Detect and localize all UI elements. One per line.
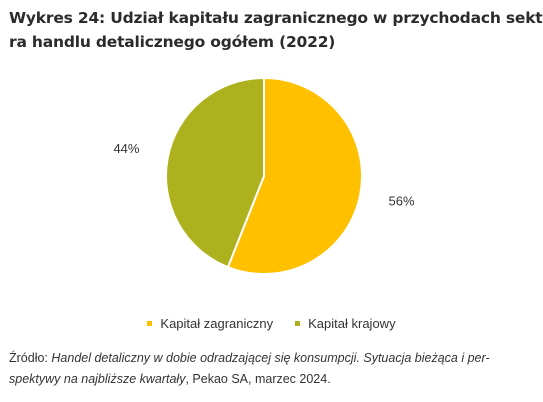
legend-label-domestic: Kapitał krajowy [308, 316, 396, 331]
pie-slice-domestic [165, 76, 265, 269]
legend-swatch-foreign [147, 321, 153, 326]
source-title-part-2: spektywy na najbliższe kwartały [9, 372, 186, 386]
chart-title-line-2: ra handlu detalicznego ogółem (2022) [9, 33, 336, 51]
pie-slice-foreign [226, 76, 363, 275]
source-note: Źródło: Handel detaliczny w dobie odradz… [9, 348, 534, 390]
chart-title-line-1: Wykres 24: Udział kapitału zagranicznego… [9, 9, 543, 27]
pie-label-foreign: 56% [389, 194, 415, 209]
source-prefix: Źródło: [9, 351, 52, 365]
chart-legend: Kapitał zagraniczny Kapitał krajowy [0, 316, 543, 331]
source-line-2: spektywy na najbliższe kwartały, Pekao S… [9, 369, 534, 390]
source-suffix: , Pekao SA, marzec 2024. [185, 372, 331, 386]
source-title-part-1: Handel detaliczny w dobie odradzającej s… [51, 351, 490, 365]
legend-item-domestic: Kapitał krajowy [295, 316, 396, 331]
legend-label-foreign: Kapitał zagraniczny [160, 316, 274, 331]
legend-swatch-domestic [295, 321, 301, 326]
pie-chart: 56% 44% [113, 76, 415, 275]
source-line-1: Źródło: Handel detaliczny w dobie odradz… [9, 348, 534, 369]
legend-item-foreign: Kapitał zagraniczny [147, 316, 273, 331]
pie-label-domestic: 44% [113, 141, 139, 156]
chart-title: Wykres 24: Udział kapitału zagranicznego… [9, 6, 543, 54]
